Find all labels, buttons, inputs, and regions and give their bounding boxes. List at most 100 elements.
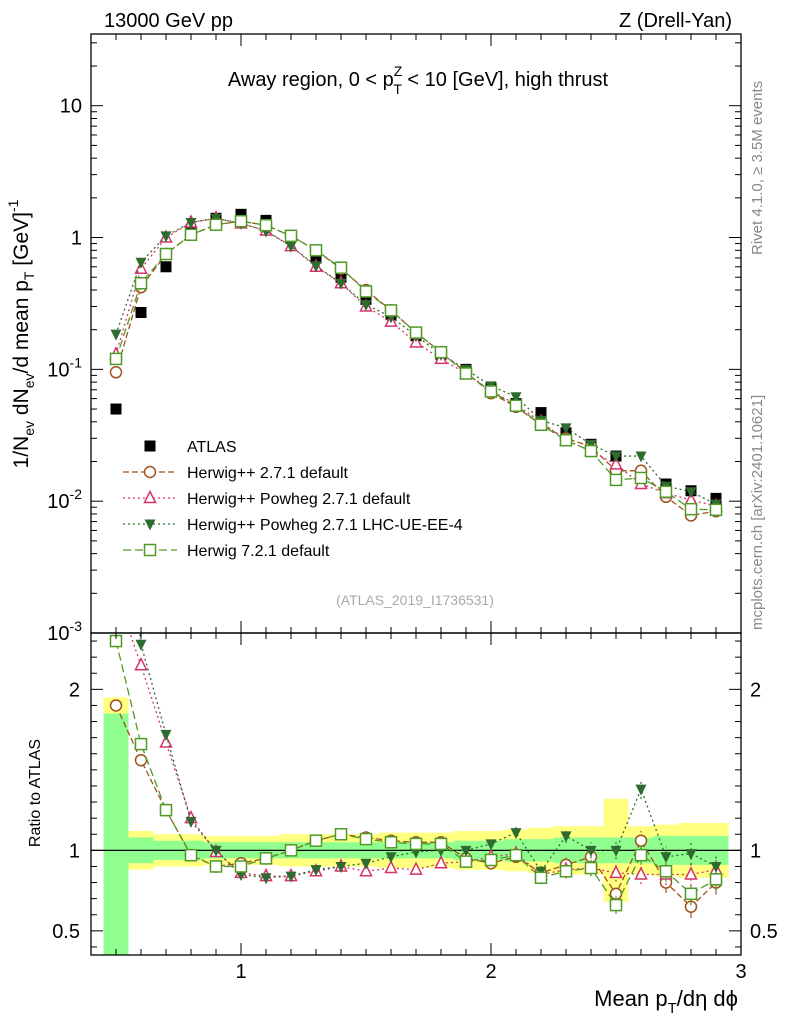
data-point-herwig7 [559,433,573,447]
ratio-point-powheg [609,864,623,879]
main-plot-title: Away region, 0 < pZ T < 10 [GeV], high th… [228,63,609,97]
y-tick-label-base: 10 [47,491,69,513]
main-y-label-text: 1/Nev dNev/d mean pT [GeV]-1 [5,199,37,468]
ratio-point-powheg_ue [460,845,472,857]
ratio-series-powheg_ue [135,633,722,885]
data-point-atlas [235,208,247,220]
y-tick-label: 10-1 [47,354,82,381]
y-tick-label-base: 10 [47,359,69,381]
ratio-point-powheg_ue [210,845,222,857]
ratio-panel: 1 2 30.5 0.51 12 2 Ratio to ATLAS Mean pT/dη … [27,586,778,1017]
data-point-powheg_ue [335,278,347,290]
data-point-powheg_ue [310,261,322,273]
data-point-herwig7 [434,345,448,359]
data-point-herwig7 [309,244,323,257]
y-tick-label-base: 10 [47,623,69,645]
y-tick-label-exponent: -2 [70,486,83,502]
ratio-point-herwig7 [459,855,473,868]
ratio-point-powheg_ue [610,845,622,857]
data-point-powheg_ue [510,392,522,404]
ratio-point-herwig7 [609,898,623,912]
ratio-point-powheg_ue [135,639,147,651]
legend-label: Herwig 7.2.1 default [187,543,330,560]
ratio-point-herwig7 [259,852,273,865]
main-title-part: Away region, 0 < p [228,69,394,91]
ratio-axis-ticks: 1 2 30.5 0.51 12 2 [52,633,778,983]
y-tick-label: 10-3 [47,618,82,645]
ratio-point-herwig7 [159,803,173,817]
ratio-point-powheg_ue [635,784,647,796]
data-point-herwig7 [159,247,173,261]
ratio-point-powheg_ue [160,729,172,741]
ratio-point-herwig7 [484,853,498,867]
ratio-point-herwig7 [184,848,198,862]
ratio-point-herwig7 [209,860,223,873]
ratio-point-powheg_ue [285,871,297,883]
ratio-series-herwig7 [109,634,723,914]
main-y-axis-label: 1/Nev dNev/d mean pT [GeV]-1 [5,199,37,468]
ratio-point-powheg [359,863,373,877]
ratio-point-herwig7 [234,860,248,873]
ratio-point-herwigpp [634,834,648,847]
ratio-point-powheg_ue [660,852,672,864]
data-point-atlas [110,403,122,415]
legend-marker [144,519,156,531]
data-point-powheg_ue [610,451,622,463]
ratio-point-herwig7 [359,832,373,846]
main-y-label-part: T [21,271,37,280]
ratio-point-herwig7 [334,828,348,841]
ratio-point-herwig7 [509,848,523,862]
data-point-powheg_ue [185,218,197,230]
main-y-label-part: [GeV] [10,212,33,272]
ratio-point-powheg [134,657,148,671]
y-tick-label: 10-2 [47,486,82,513]
ratio-point-herwig7 [384,836,398,849]
y-tick-label-exponent: -1 [70,354,83,370]
ratio-point-powheg_ue [685,849,697,861]
data-point-atlas [160,261,172,273]
legend-item-atlas: ATLAS [144,439,237,456]
data-point-atlas [535,407,547,419]
ratio-point-powheg [111,586,122,597]
x-tick-label: 1 [235,961,246,983]
legend: ATLAS Herwig++ 2.7.1 default Herwig++ Powh… [123,439,463,560]
ratio-point-powheg_ue [335,861,347,873]
series-line-powheg_ue [115,217,717,505]
data-point-herwig7 [259,218,273,232]
data-point-powheg_ue [135,257,147,269]
legend-item-powheg_ue: Herwig++ Powheg 2.7.1 LHC-UE-EE-4 [123,517,463,534]
ratio-series-layer [109,586,723,918]
data-point-herwig7 [534,418,548,432]
ratio-series-herwigpp [109,699,723,918]
ratio-point-powheg_ue [385,852,397,864]
x-axis-label-text: Mean pT/dη dϕ [594,986,738,1017]
legend-marker [143,489,157,504]
ratio-point-herwigpp [109,699,123,712]
data-point-herwig7 [634,471,648,485]
data-point-herwig7 [384,304,398,317]
main-y-label-part: /d mean p [10,280,33,373]
ratio-point-powheg [434,855,448,869]
ratio-y-tick-label: 1 [750,840,761,862]
main-y-label-part: dN [10,388,33,421]
data-point-powheg_ue [285,241,297,253]
analysis-watermark: (ATLAS_2019_I1736531) [336,592,494,608]
main-y-label-part: ev [21,373,37,388]
ratio-point-powheg_ue [360,858,372,870]
data-point-herwig7 [359,285,373,298]
ratio-point-herwigpp [134,753,148,767]
ratio-frame [90,632,742,956]
ratio-point-herwig7 [709,873,723,886]
data-point-herwig7 [209,218,223,232]
header-collision: 13000 GeV pp [104,10,233,32]
data-point-herwig7 [609,473,623,487]
ratio-point-herwig7 [434,837,448,851]
x-axis-label-part: Mean p [594,986,667,1011]
data-point-atlas [310,252,322,264]
legend-label: Herwig++ Powheg 2.7.1 default [187,491,411,508]
main-title-part: T [393,81,402,97]
rivet-version-label: Rivet 4.1.0, ≥ 3.5M events [749,81,766,255]
